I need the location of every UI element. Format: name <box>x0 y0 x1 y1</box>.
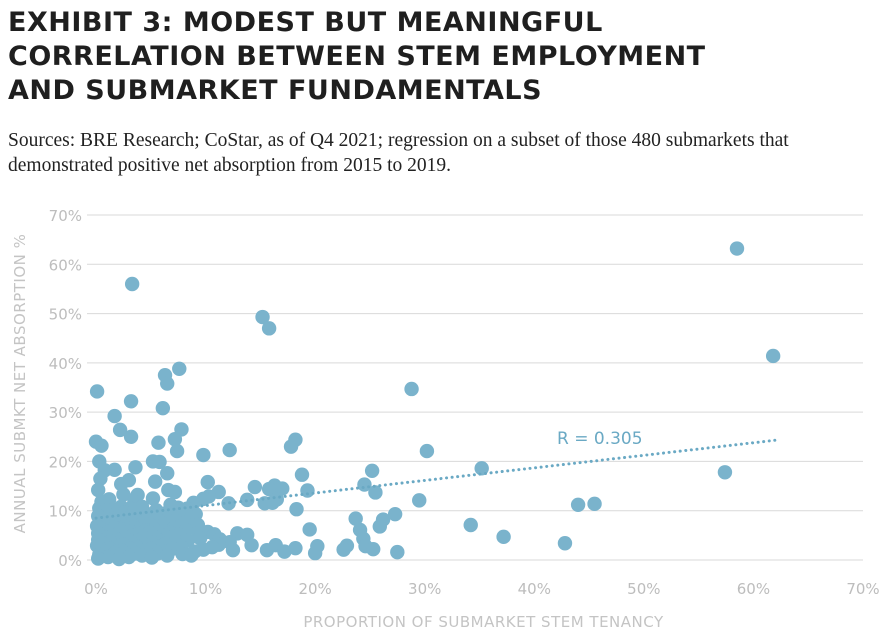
data-point <box>412 493 427 508</box>
data-point <box>160 548 175 563</box>
title-line-3: AND SUBMARKET FUNDAMENTALS <box>8 75 543 106</box>
y-axis-title: ANNUAL SUBMKT NET ABSORPTION % <box>11 234 29 534</box>
x-tick-label: 50% <box>627 580 660 598</box>
data-point <box>336 542 351 557</box>
data-points <box>88 241 781 567</box>
y-tick-label: 30% <box>49 404 82 422</box>
data-point <box>89 384 105 399</box>
data-point <box>275 481 290 496</box>
data-point <box>255 309 270 325</box>
data-point <box>151 435 166 450</box>
data-point <box>570 497 586 512</box>
data-point <box>302 522 317 537</box>
data-point <box>145 491 161 506</box>
data-point <box>283 439 299 454</box>
data-point <box>144 550 160 565</box>
data-point <box>225 542 241 558</box>
data-point <box>222 442 237 458</box>
data-point <box>717 465 733 480</box>
data-point <box>404 381 419 397</box>
y-tick-label: 0% <box>58 552 82 570</box>
trendline <box>94 438 777 520</box>
data-point <box>247 479 263 495</box>
data-point <box>496 529 511 545</box>
data-point <box>261 481 277 497</box>
data-point <box>557 536 573 551</box>
data-point <box>419 443 435 459</box>
data-point <box>259 542 275 558</box>
data-point <box>463 517 478 533</box>
data-point <box>160 376 175 391</box>
data-point <box>288 540 303 556</box>
data-point <box>147 474 163 489</box>
data-point <box>94 438 109 453</box>
x-axis-title: PROPORTION OF SUBMARKET STEM TENANCY <box>303 613 664 631</box>
data-point <box>160 466 175 481</box>
data-point <box>390 544 405 560</box>
title-line-1: EXHIBIT 3: MODEST BUT MEANINGFUL <box>8 7 603 38</box>
data-point <box>123 429 139 444</box>
x-tick-label: 30% <box>408 580 441 598</box>
data-point <box>123 394 139 409</box>
data-point <box>587 496 602 512</box>
data-point <box>155 401 171 416</box>
data-point <box>169 443 185 459</box>
data-point <box>90 551 106 566</box>
data-point <box>112 422 128 438</box>
y-tick-label: 50% <box>49 306 82 324</box>
data-point <box>196 447 211 463</box>
x-tick-label: 60% <box>737 580 770 598</box>
chart-title: EXHIBIT 3: MODEST BUT MEANINGFUL CORRELA… <box>8 6 888 108</box>
data-point <box>167 484 183 500</box>
data-point <box>107 408 122 424</box>
data-point <box>387 506 403 522</box>
data-point <box>167 432 183 447</box>
data-point <box>348 511 363 526</box>
trendline-group <box>94 438 777 520</box>
data-point <box>128 460 143 475</box>
r-value-annotation: R = 0.305 <box>557 429 643 449</box>
data-point <box>307 545 323 561</box>
data-point <box>368 485 383 500</box>
x-axis-ticks: 0% 10% 20% 30% 40% 50% 60% 70% <box>84 580 880 598</box>
x-tick-label: 40% <box>518 580 551 598</box>
data-point <box>261 321 277 336</box>
data-point <box>124 276 140 292</box>
data-point <box>474 461 489 476</box>
data-point <box>111 551 127 567</box>
data-point <box>116 487 131 502</box>
data-point <box>200 474 215 490</box>
data-point <box>366 541 381 557</box>
gridlines <box>87 214 863 561</box>
data-point <box>364 463 380 478</box>
data-point <box>152 454 167 470</box>
y-tick-label: 70% <box>49 207 82 225</box>
y-tick-label: 40% <box>49 355 82 373</box>
data-point <box>184 548 199 563</box>
y-tick-label: 60% <box>49 256 82 274</box>
data-point <box>372 519 387 534</box>
data-point <box>294 467 310 482</box>
data-point <box>729 241 745 256</box>
data-point <box>300 483 315 498</box>
data-point <box>90 482 106 498</box>
data-point <box>765 348 781 364</box>
chart-subtitle: Sources: BRE Research; CoStar, as of Q4 … <box>8 130 789 176</box>
y-tick-label: 10% <box>49 503 82 521</box>
x-tick-label: 10% <box>189 580 222 598</box>
data-point <box>172 361 187 376</box>
data-point <box>244 538 259 553</box>
y-tick-label: 20% <box>49 453 82 471</box>
data-point <box>192 531 208 546</box>
data-point <box>93 471 108 486</box>
title-line-2: CORRELATION BETWEEN STEM EMPLOYMENT <box>8 41 706 72</box>
x-tick-label: 20% <box>298 580 331 598</box>
data-point <box>289 502 304 517</box>
data-point <box>277 544 292 559</box>
x-tick-label: 0% <box>84 580 108 598</box>
y-axis-ticks: 0% 10% 20% 30% 40% 50% 60% 70% <box>49 207 82 570</box>
x-tick-label: 70% <box>846 580 879 598</box>
